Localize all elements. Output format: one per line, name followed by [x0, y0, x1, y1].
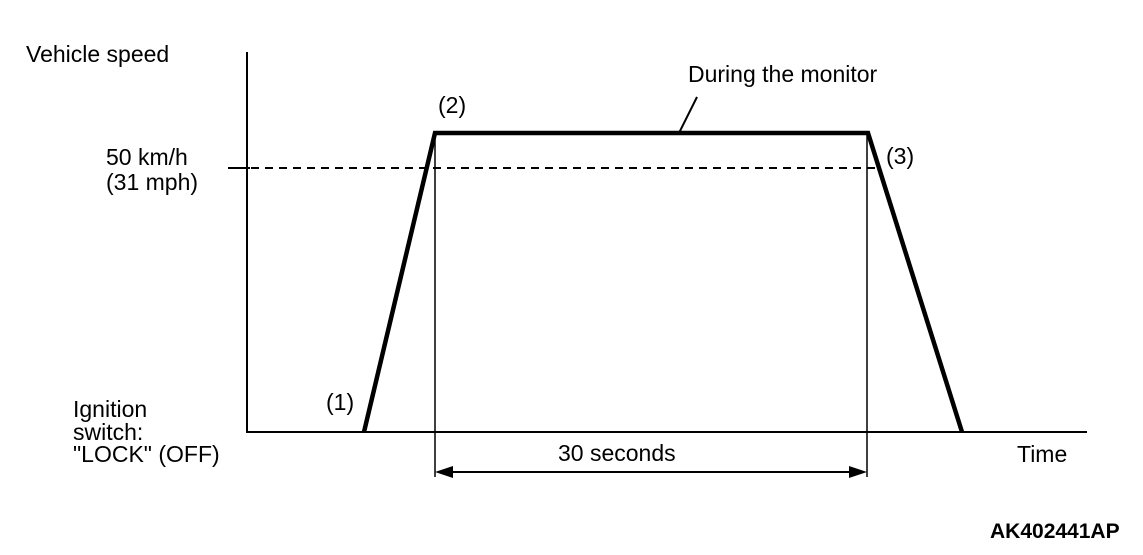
ignition-line-2: switch: [73, 418, 144, 445]
point-label-2: (2) [438, 92, 467, 118]
duration-label: 30 seconds [558, 440, 676, 466]
threshold-label-alt: (31 mph) [106, 169, 199, 195]
threshold-label: 50 km/h (31 mph) [106, 145, 198, 195]
point-label-3: (3) [886, 143, 915, 169]
annotation-leader-line [678, 96, 698, 134]
duration-arrowhead-right [849, 466, 867, 478]
speed-profile-line [361, 130, 965, 433]
monitor-annotation: During the monitor [688, 61, 878, 87]
point-label-1: (1) [326, 389, 355, 415]
ignition-switch-label: Ignition switch: "LOCK" (OFF) [73, 398, 220, 466]
x-axis-label: Time [1017, 441, 1068, 467]
ignition-line-1: Ignition [73, 396, 148, 422]
figure-id: AK402441AP [990, 520, 1120, 543]
ignition-line-3: "LOCK" (OFF) [73, 441, 220, 467]
duration-arrowhead-left [435, 466, 453, 478]
y-axis-label: Vehicle speed [26, 41, 170, 67]
threshold-label-value: 50 km/h [106, 144, 188, 170]
